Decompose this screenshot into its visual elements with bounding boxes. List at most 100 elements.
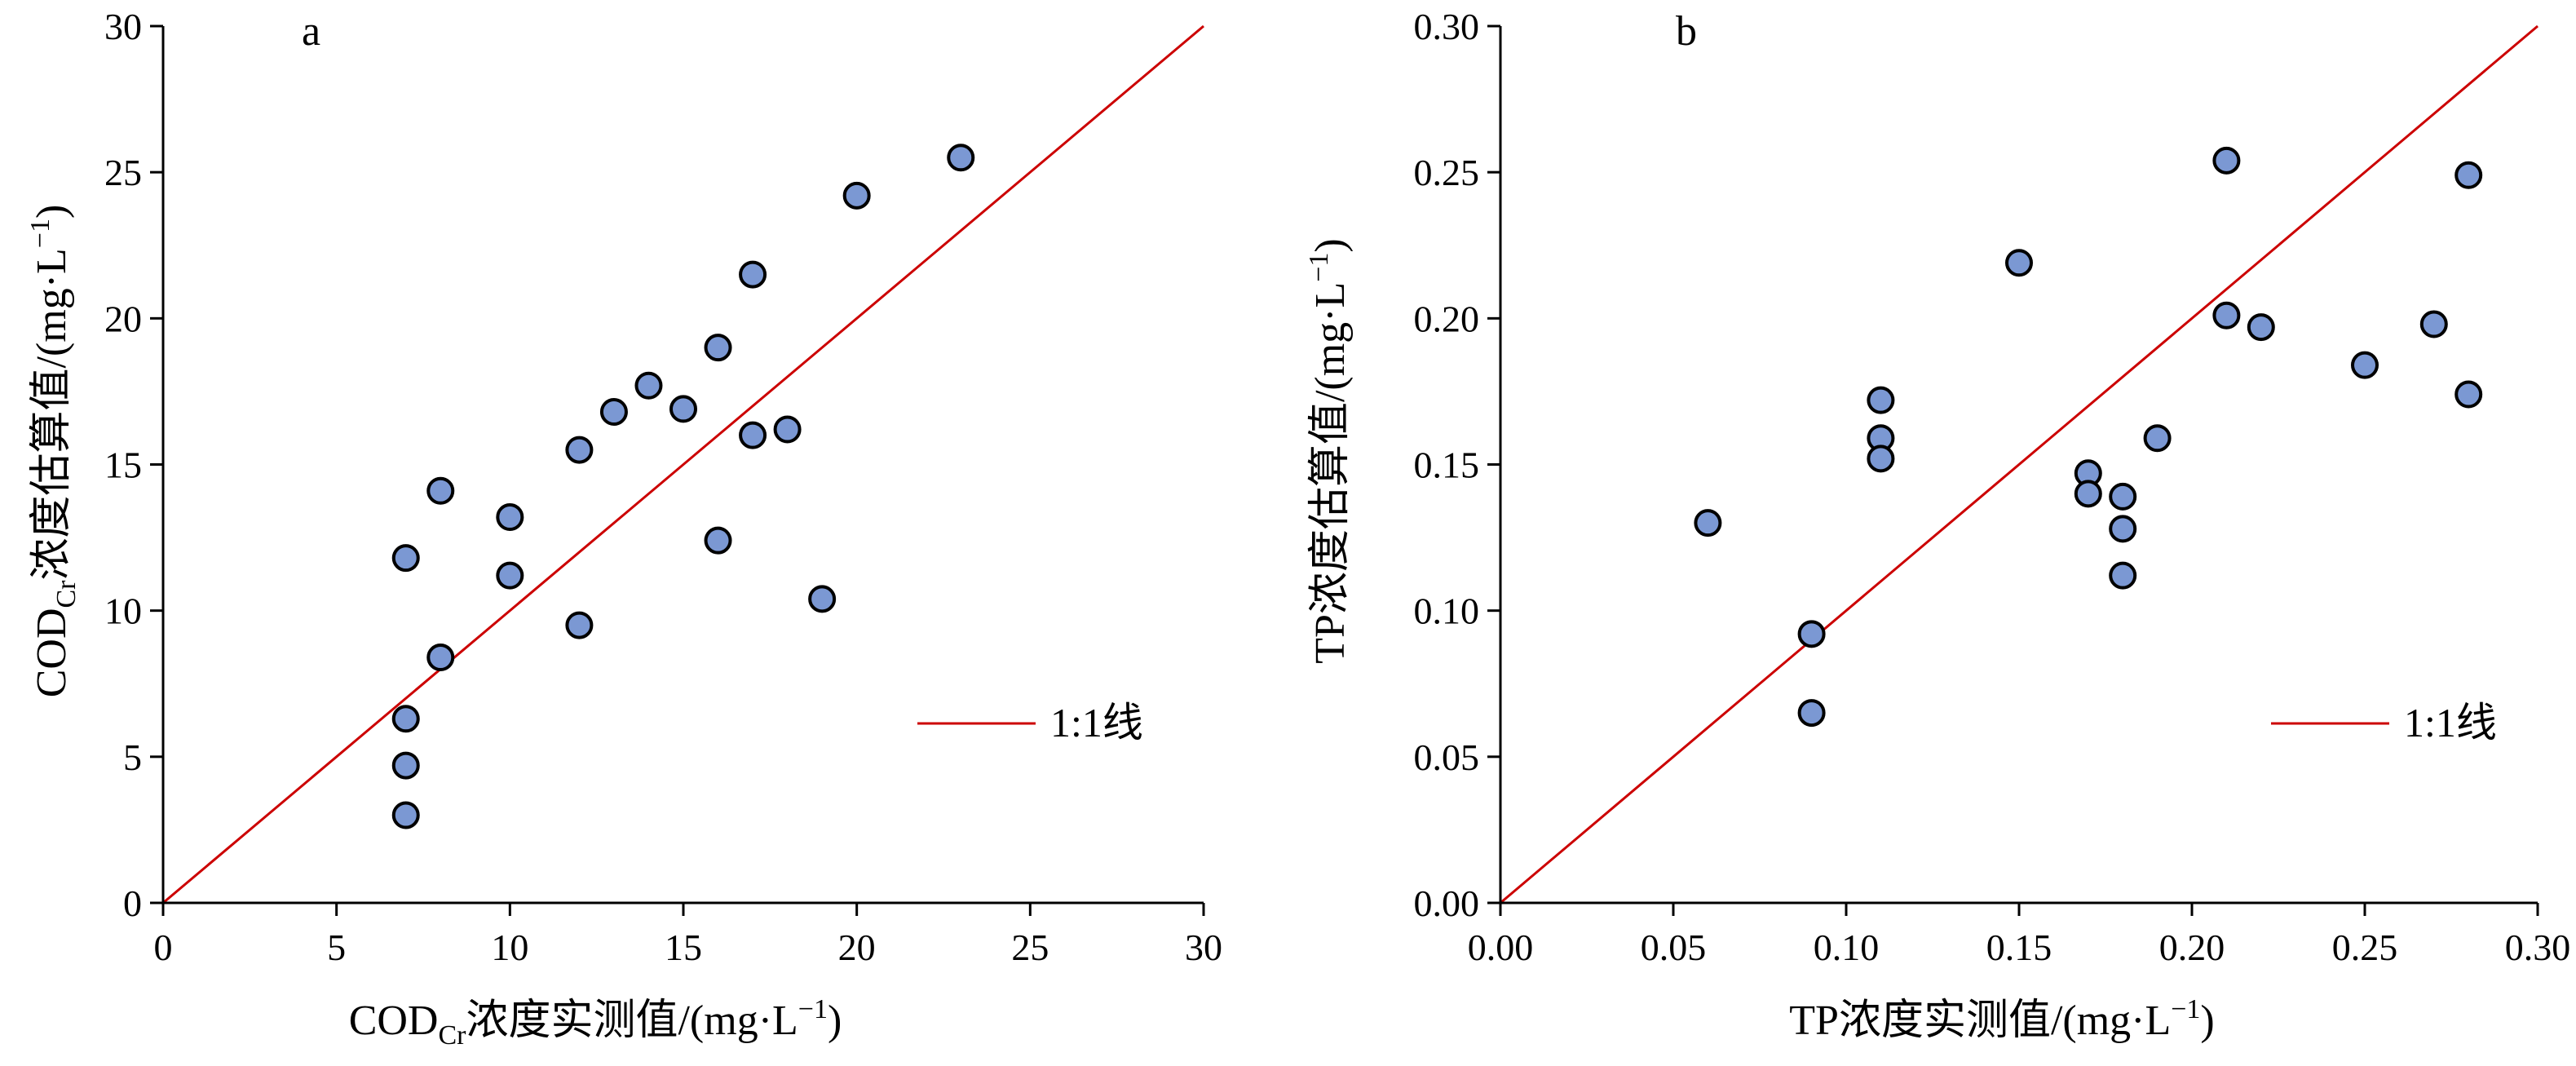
scatter-point	[2351, 351, 2379, 379]
y-tick-label: 0.25	[1414, 152, 1480, 193]
panel-b-letter: b	[1676, 8, 1697, 55]
scatter-point	[808, 585, 837, 613]
panel-a-y-ticks: 0 5 10 15 20 25 30	[104, 6, 163, 924]
reference-line-1-1	[1500, 24, 2538, 905]
scatter-point	[947, 144, 975, 172]
y-tick-label: 0.15	[1414, 445, 1480, 486]
reference-line-1-1	[162, 24, 1204, 905]
y-tick-label: 25	[104, 152, 142, 193]
panel-a-y-title-pre: COD	[29, 608, 75, 698]
panel-b-legend: 1:1线	[2271, 700, 2497, 745]
panel-b-legend-label: 1:1线	[2404, 700, 2497, 745]
scatter-point	[426, 644, 455, 671]
scatter-point	[391, 801, 420, 829]
x-tick-label: 0.15	[1986, 927, 2052, 968]
y-tick-label: 10	[104, 591, 142, 632]
scatter-point	[2419, 310, 2448, 338]
scatter-point	[2074, 480, 2102, 508]
x-tick-label: 10	[491, 927, 528, 968]
x-tick-label: 20	[838, 927, 876, 968]
panel-a-x-title-mid: 浓度实测值/(mg·L	[466, 997, 798, 1044]
panel-a-x-title-post: )	[828, 997, 842, 1044]
panel-b-y-ticks: 0.00 0.05 0.10 0.15 0.20 0.25 0.30	[1414, 6, 1500, 924]
scatter-point	[2109, 515, 2137, 543]
x-tick-label: 0.25	[2332, 927, 2398, 968]
scatter-point	[704, 334, 732, 362]
x-tick-label: 0.05	[1641, 927, 1707, 968]
scatter-point	[391, 544, 420, 573]
scatter-point	[669, 395, 697, 423]
y-tick-label: 0.10	[1414, 591, 1480, 632]
scatter-point	[2454, 380, 2483, 409]
panel-b-y-title: TP浓度估算值/(mg·L−1)	[1304, 238, 1354, 664]
x-tick-label: 0	[154, 927, 173, 968]
panel-b-x-title: TP浓度实测值/(mg·L−1)	[1789, 994, 2215, 1044]
scatter-point	[739, 421, 767, 449]
scatter-point	[1867, 386, 1895, 414]
x-tick-label: 0.30	[2505, 927, 2571, 968]
panel-b: 0.00 0.05 0.10 0.15 0.20 0.25 0.30 0.00 0.05 0.1…	[1304, 6, 2570, 1044]
scatter-point	[391, 705, 420, 733]
x-tick-label: 30	[1185, 927, 1222, 968]
scatter-point	[426, 476, 455, 505]
panel-b-marks	[1500, 24, 2538, 905]
panel-a-y-title: CODCr浓度估算值/(mg·L−1)	[25, 205, 82, 698]
y-tick-label: 0.20	[1414, 298, 1480, 339]
y-tick-label: 15	[104, 445, 142, 486]
scatter-point	[704, 526, 732, 555]
scatter-point	[842, 181, 871, 210]
scatter-point	[2005, 249, 2033, 277]
scatter-point	[2109, 561, 2137, 590]
scatter-point	[2212, 146, 2241, 175]
panel-a-legend: 1:1线	[917, 700, 1143, 745]
y-tick-label: 0.00	[1414, 882, 1480, 924]
x-tick-label: 5	[327, 927, 346, 968]
panel-b-y-title-post: )	[1307, 238, 1354, 252]
y-tick-label: 20	[104, 298, 142, 339]
panel-a-x-title-sub: Cr	[438, 1020, 466, 1051]
panel-b-x-title-mid: 浓度实测值/(mg·L	[1839, 997, 2171, 1044]
x-tick-label: 15	[665, 927, 702, 968]
y-tick-label: 0.05	[1414, 736, 1480, 778]
scatter-point	[496, 503, 524, 531]
panel-a-marks	[162, 24, 1204, 905]
panel-b-x-title-pre: TP	[1789, 997, 1839, 1044]
panel-b-y-title-mid: 浓度估算值/(mg·L	[1307, 282, 1354, 614]
panel-a-x-title: CODCr浓度实测值/(mg·L−1)	[349, 994, 842, 1051]
panel-a-legend-label: 1:1线	[1050, 700, 1143, 745]
panel-a-y-title-sub: Cr	[51, 580, 82, 608]
scatter-point	[2143, 424, 2172, 453]
scatter-point	[1797, 620, 1826, 648]
panel-b-x-title-post: )	[2200, 997, 2214, 1044]
x-tick-label: 0.00	[1468, 927, 1534, 968]
scatter-point	[1867, 445, 1895, 473]
scatter-point	[391, 751, 420, 780]
panel-a-x-ticks: 0 5 10 15 20 25 30	[154, 903, 1222, 968]
scatter-point	[634, 371, 663, 400]
scatter-point	[2454, 161, 2483, 189]
scatter-point	[565, 611, 594, 639]
scatter-point	[739, 260, 767, 289]
scatter-point	[2109, 482, 2137, 511]
scatter-point	[1797, 699, 1826, 728]
scatter-point	[1694, 509, 1722, 537]
panel-a-letter: a	[302, 8, 320, 55]
scatter-point	[2212, 301, 2241, 330]
panel-b-y-title-pre: TP	[1307, 614, 1354, 664]
y-tick-label: 0.30	[1414, 6, 1480, 47]
x-tick-label: 0.10	[1814, 927, 1880, 968]
panel-a-x-title-sup: −1	[798, 994, 828, 1024]
panel-b-y-title-sup: −1	[1304, 253, 1334, 282]
x-tick-label: 0.20	[2159, 927, 2225, 968]
panel-a-y-title-mid: 浓度估算值/(mg·L	[29, 248, 75, 580]
scatter-point	[2247, 313, 2275, 342]
scatter-point	[599, 398, 628, 426]
scatter-point	[496, 561, 524, 590]
panel-a-x-title-pre: COD	[349, 997, 439, 1044]
y-tick-label: 5	[123, 736, 142, 778]
y-tick-label: 0	[123, 882, 142, 924]
panel-b-x-title-sup: −1	[2171, 994, 2200, 1024]
